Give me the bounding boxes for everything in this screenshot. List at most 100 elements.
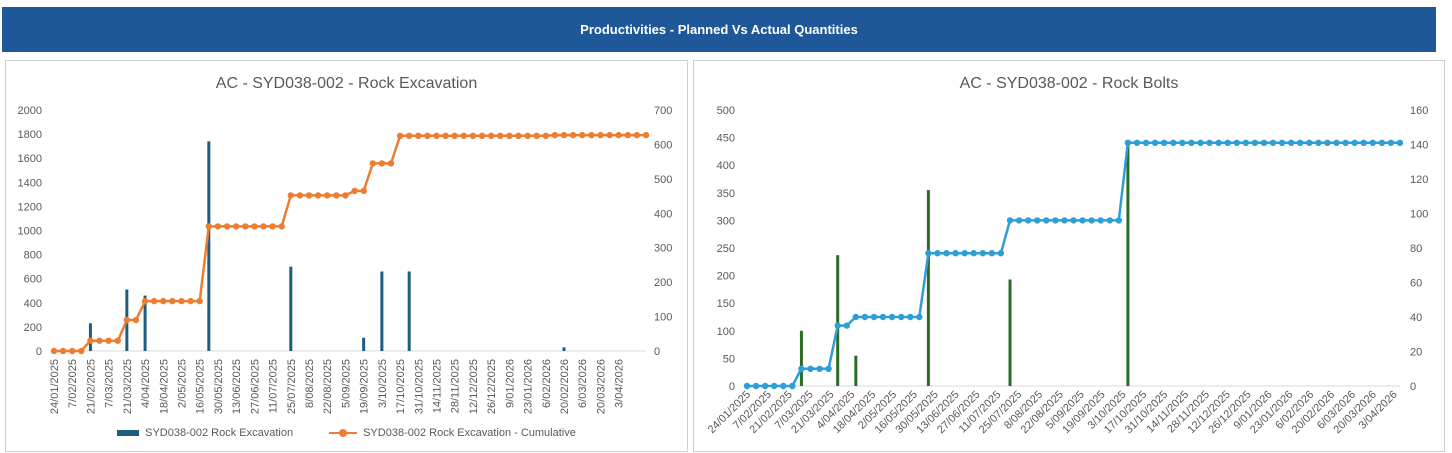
legend-label-line: SYD038-002 Rock Excavation - Cumulative xyxy=(363,427,576,439)
y-left-tick-label: 500 xyxy=(717,105,735,117)
line-point xyxy=(606,131,613,139)
line-point xyxy=(642,131,650,139)
y-right-tick-label: 0 xyxy=(1410,381,1416,393)
dashboard-title: Productivities - Planned Vs Actual Quant… xyxy=(580,22,858,37)
line-point xyxy=(196,297,203,305)
line-point xyxy=(1396,139,1404,146)
line-point xyxy=(1043,217,1050,224)
x-tick-label: 17/10/2025 xyxy=(395,359,407,414)
line-point xyxy=(460,132,467,139)
y-right-tick-label: 60 xyxy=(1410,278,1422,290)
line-point xyxy=(205,223,212,230)
line-point xyxy=(1061,217,1068,224)
line-point xyxy=(816,365,823,372)
line-point xyxy=(1034,217,1041,224)
y-left-tick-label: 200 xyxy=(717,271,735,283)
y-left-tick-label: 50 xyxy=(723,353,735,365)
legend-item-bar: SYD038-002 Rock Excavation xyxy=(117,427,293,439)
y-right-tick-label: 20 xyxy=(1410,347,1422,359)
line-point xyxy=(1025,217,1032,224)
x-tick-label: 8/08/2025 xyxy=(304,359,316,408)
line-point xyxy=(934,250,941,257)
line-point xyxy=(1378,139,1386,146)
line-point xyxy=(1297,139,1304,146)
line-point xyxy=(1197,139,1204,146)
line-point xyxy=(1269,139,1277,146)
x-tick-label: 22/08/2025 xyxy=(322,359,334,414)
y-left-tick-label: 300 xyxy=(717,215,735,227)
line-point xyxy=(305,192,313,199)
line-point xyxy=(1324,139,1331,146)
line-point xyxy=(979,250,986,257)
rock-bolts-chart: 0 50 100 150 200 250 300 350 400 450 500 0 20 40 60 80 1… xyxy=(706,105,1429,436)
y-right-tick-label: 140 xyxy=(1410,140,1428,152)
line-point xyxy=(387,160,395,167)
line-point xyxy=(378,160,386,167)
line-point xyxy=(214,223,222,230)
line-point xyxy=(1106,217,1113,224)
y-right-tick-label: 80 xyxy=(1410,243,1422,255)
line-point xyxy=(542,132,549,139)
line-point xyxy=(296,192,304,199)
y-right-tick-label: 100 xyxy=(1410,209,1428,221)
line-point xyxy=(351,187,358,195)
x-tick-label: 4/04/2025 xyxy=(140,359,152,408)
line-point xyxy=(278,223,285,230)
bar-mark xyxy=(88,323,92,351)
line-point xyxy=(59,347,67,355)
line-point xyxy=(1133,139,1141,146)
line-point xyxy=(469,132,477,139)
y-right-tick-label: 200 xyxy=(654,277,672,289)
y-right-tick-label: 700 xyxy=(654,105,672,117)
x-tick-label: 3/10/2025 xyxy=(377,359,389,408)
bar-mark xyxy=(362,337,366,351)
line-point xyxy=(907,313,914,321)
line-point xyxy=(569,131,577,139)
chart-panel-rock-bolts: 0 50 100 150 200 250 300 350 400 450 500 0 20 40 60 80 1… xyxy=(693,60,1445,452)
line-point xyxy=(1215,139,1222,146)
line-point xyxy=(1315,139,1322,146)
bar-mark xyxy=(380,271,384,351)
line-point xyxy=(852,313,859,321)
line-point xyxy=(1224,139,1231,146)
line-point xyxy=(916,313,923,321)
line-point xyxy=(451,132,458,139)
line-point xyxy=(1006,217,1014,224)
line-point xyxy=(825,365,832,372)
line-point xyxy=(178,297,185,305)
line-point xyxy=(898,313,905,321)
line-point xyxy=(597,131,604,139)
line-point xyxy=(314,192,322,199)
line-point xyxy=(242,223,249,230)
line-point xyxy=(233,223,240,230)
y-left-tick-label: 1400 xyxy=(18,177,42,189)
x-tick-label: 21/03/2025 xyxy=(122,359,134,414)
line-point xyxy=(761,382,769,390)
line-point xyxy=(1115,217,1122,224)
line-point xyxy=(633,131,641,139)
y-right-tick-label: 500 xyxy=(654,174,672,186)
line-point xyxy=(1161,139,1168,146)
line-point xyxy=(1070,217,1077,224)
line-point xyxy=(1151,139,1159,146)
line-point xyxy=(1142,139,1150,146)
line-point xyxy=(324,192,331,199)
line-point xyxy=(1233,139,1240,146)
line-point xyxy=(1242,139,1249,146)
line-point xyxy=(943,250,950,257)
x-tick-label: 11/07/2025 xyxy=(268,359,280,413)
bar-mark xyxy=(836,255,840,386)
line-point xyxy=(551,131,559,139)
y-left-tick-label: 2000 xyxy=(18,105,42,117)
line-point xyxy=(515,132,522,139)
y-left-tick-label: 450 xyxy=(717,133,735,145)
line-point xyxy=(78,347,85,355)
line-point xyxy=(1260,139,1268,146)
line-point xyxy=(415,132,422,139)
line-point xyxy=(369,160,376,167)
cumulative-line xyxy=(54,133,646,353)
line-point xyxy=(396,132,404,139)
line-point xyxy=(1251,139,1259,146)
x-tick-label: 27/06/2025 xyxy=(249,359,261,414)
legend-item-line: SYD038-002 Rock Excavation - Cumulative xyxy=(329,427,576,439)
